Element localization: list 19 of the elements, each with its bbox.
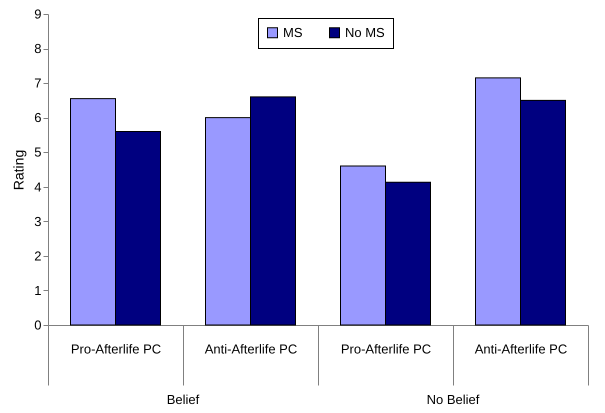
y-tick-label: 7 (34, 76, 42, 91)
x-tick-label: Pro-Afterlife PC (340, 342, 432, 356)
text: No Belief (426, 392, 480, 407)
y-tick-label: 9 (34, 6, 42, 22)
y-axis-title: Rating (10, 150, 26, 190)
y-tick-label: 2 (34, 248, 42, 264)
legend-label: MS (283, 24, 303, 40)
y-tick-label: 5 (34, 144, 42, 160)
x-tick-label: Anti-Afterlife PC (474, 342, 568, 356)
y-tick-label: 4 (34, 179, 42, 194)
y-tick-label: 3 (34, 214, 42, 229)
legend-label: No MS (345, 24, 386, 40)
y-tick-label: 8 (34, 41, 42, 56)
y-tick-label: 0 (34, 318, 42, 332)
text: Belief (166, 392, 200, 407)
y-tick-label: 1 (34, 282, 42, 298)
x-tick-label: Anti-Afterlife PC (204, 342, 298, 356)
x-tick-label: Pro-Afterlife PC (70, 342, 162, 356)
y-tick-label: 6 (34, 110, 42, 126)
